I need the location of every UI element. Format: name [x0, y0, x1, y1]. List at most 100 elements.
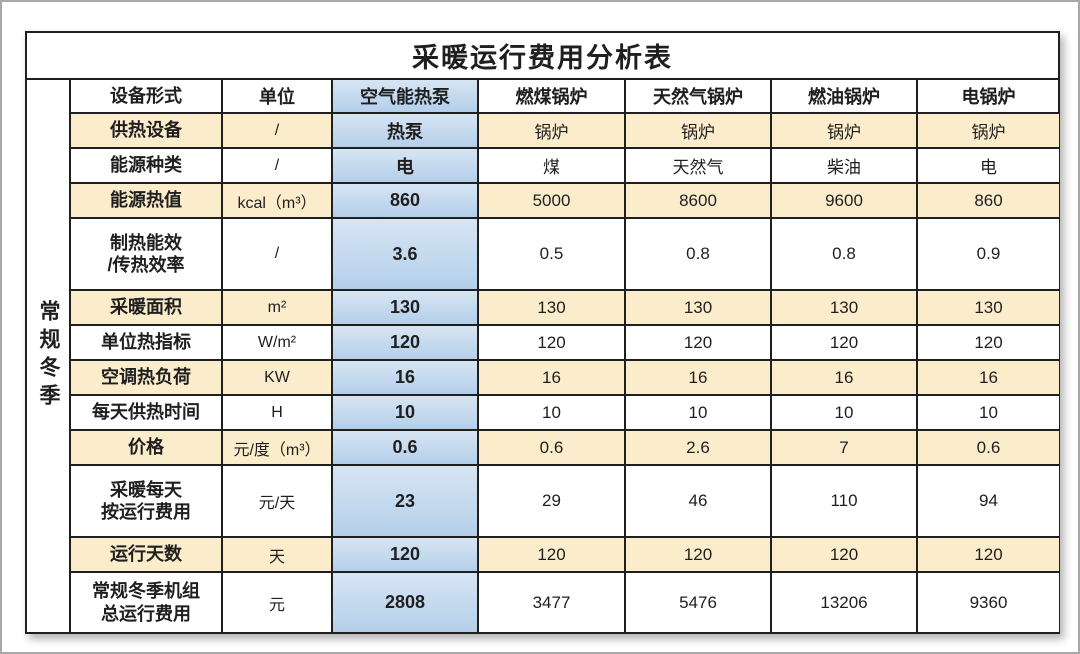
value-cell: 10 [479, 396, 626, 429]
value-cell: 130 [479, 291, 626, 324]
value-cell: 16 [918, 361, 1059, 394]
table-row: 能源种类 / 电 煤 天然气 柴油 电 [71, 149, 1059, 184]
value-cell: 0.9 [918, 219, 1059, 289]
unit-cell: 天 [223, 538, 333, 571]
value-cell: 120 [918, 326, 1059, 359]
value-cell: 120 [772, 326, 918, 359]
value-cell: 5476 [626, 573, 772, 632]
highlight-value-cell: 120 [333, 326, 479, 359]
value-cell: 29 [479, 466, 626, 536]
table-row: 制热能效 /传热效率 / 3.6 0.5 0.8 0.8 0.9 [71, 219, 1059, 291]
row-label-cell: 供热设备 [71, 114, 223, 147]
unit-cell: / [223, 149, 333, 182]
unit-cell: 元/天 [223, 466, 333, 536]
highlight-value-cell: 电 [333, 149, 479, 182]
value-cell: 0.5 [479, 219, 626, 289]
season-label: 常规冬季 [37, 300, 60, 412]
row-label-cell: 单位热指标 [71, 326, 223, 359]
value-cell: 16 [626, 361, 772, 394]
table-row: 每天供热时间 H 10 10 10 10 10 [71, 396, 1059, 431]
row-label-cell: 价格 [71, 431, 223, 464]
value-cell: 130 [626, 291, 772, 324]
value-cell: 94 [918, 466, 1059, 536]
value-cell: 7 [772, 431, 918, 464]
value-cell: 10 [772, 396, 918, 429]
heating-cost-analysis-table: 采暖运行费用分析表 常规冬季 设备形式 单位 空气能热泵 燃煤锅炉 天然气锅炉 … [25, 31, 1060, 634]
unit-cell: / [223, 114, 333, 147]
value-cell: 3477 [479, 573, 626, 632]
value-cell: 煤 [479, 149, 626, 182]
highlight-value-cell: 23 [333, 466, 479, 536]
value-cell: 110 [772, 466, 918, 536]
table-row: 采暖每天 按运行费用 元/天 23 29 46 110 94 [71, 466, 1059, 538]
row-label-cell: 空调热负荷 [71, 361, 223, 394]
highlight-value-cell: 0.6 [333, 431, 479, 464]
value-cell: 5000 [479, 184, 626, 217]
value-cell: 锅炉 [918, 114, 1059, 147]
row-label-cell: 能源热值 [71, 184, 223, 217]
value-cell: 2.6 [626, 431, 772, 464]
column-header-gas-boiler: 天然气锅炉 [626, 80, 772, 112]
table-row: 单位热指标 W/m² 120 120 120 120 120 [71, 326, 1059, 361]
value-cell: 9600 [772, 184, 918, 217]
table-body: 常规冬季 设备形式 单位 空气能热泵 燃煤锅炉 天然气锅炉 燃油锅炉 电锅炉 供… [27, 80, 1059, 632]
value-cell: 120 [626, 538, 772, 571]
value-cell: 860 [918, 184, 1059, 217]
highlight-value-cell: 16 [333, 361, 479, 394]
value-cell: 10 [918, 396, 1059, 429]
value-cell: 柴油 [772, 149, 918, 182]
unit-cell: m² [223, 291, 333, 324]
season-side-cell: 常规冬季 [27, 80, 71, 632]
value-cell: 天然气 [626, 149, 772, 182]
highlight-value-cell: 10 [333, 396, 479, 429]
value-cell: 130 [918, 291, 1059, 324]
value-cell: 13206 [772, 573, 918, 632]
row-label-cell: 能源种类 [71, 149, 223, 182]
value-cell: 0.8 [626, 219, 772, 289]
highlight-value-cell: 130 [333, 291, 479, 324]
column-header-oil-boiler: 燃油锅炉 [772, 80, 918, 112]
table-row: 采暖面积 m² 130 130 130 130 130 [71, 291, 1059, 326]
value-cell: 46 [626, 466, 772, 536]
value-cell: 9360 [918, 573, 1059, 632]
value-cell: 120 [626, 326, 772, 359]
unit-cell: kcal（m³） [223, 184, 333, 217]
value-cell: 0.6 [479, 431, 626, 464]
row-label-cell: 运行天数 [71, 538, 223, 571]
table-row: 空调热负荷 KW 16 16 16 16 16 [71, 361, 1059, 396]
row-label-cell: 每天供热时间 [71, 396, 223, 429]
value-cell: 130 [772, 291, 918, 324]
highlight-value-cell: 3.6 [333, 219, 479, 289]
row-label-cell: 制热能效 /传热效率 [71, 219, 223, 289]
column-header-coal-boiler: 燃煤锅炉 [479, 80, 626, 112]
value-cell: 120 [479, 326, 626, 359]
table-row: 常规冬季机组 总运行费用 元 2808 3477 5476 13206 9360 [71, 573, 1059, 632]
table-row: 价格 元/度（m³） 0.6 0.6 2.6 7 0.6 [71, 431, 1059, 466]
column-header-electric-boiler: 电锅炉 [961, 87, 1016, 107]
value-cell: 锅炉 [479, 114, 626, 147]
unit-cell: H [223, 396, 333, 429]
unit-cell: 元/度（m³） [223, 431, 333, 464]
value-cell: 电 [918, 149, 1059, 182]
value-cell: 10 [626, 396, 772, 429]
table-title: 采暖运行费用分析表 [27, 33, 1058, 80]
value-cell: 120 [479, 538, 626, 571]
header-row: 设备形式 单位 空气能热泵 燃煤锅炉 天然气锅炉 燃油锅炉 电锅炉 [71, 80, 1059, 114]
value-cell: 锅炉 [772, 114, 918, 147]
unit-cell: W/m² [223, 326, 333, 359]
highlight-value-cell: 热泵 [333, 114, 479, 147]
row-label-cell: 常规冬季机组 总运行费用 [71, 573, 223, 632]
highlight-value-cell: 2808 [333, 573, 479, 632]
row-label-cell: 采暖每天 按运行费用 [71, 466, 223, 536]
value-cell: 8600 [626, 184, 772, 217]
value-cell: 16 [772, 361, 918, 394]
value-cell: 16 [479, 361, 626, 394]
table-row: 能源热值 kcal（m³） 860 5000 8600 9600 860 [71, 184, 1059, 219]
unit-cell: 元 [223, 573, 333, 632]
table-row: 运行天数 天 120 120 120 120 120 [71, 538, 1059, 573]
table-main: 设备形式 单位 空气能热泵 燃煤锅炉 天然气锅炉 燃油锅炉 电锅炉 供热设备 /… [71, 80, 1059, 632]
highlight-value-cell: 860 [333, 184, 479, 217]
value-cell: 0.8 [772, 219, 918, 289]
unit-cell: / [223, 219, 333, 289]
